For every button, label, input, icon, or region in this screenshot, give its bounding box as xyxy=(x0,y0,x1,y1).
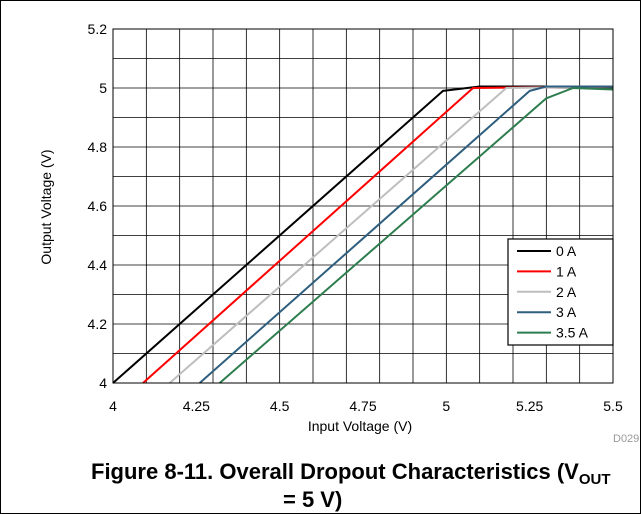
legend-label: 0 A xyxy=(556,243,577,259)
y-tick-label: 5.2 xyxy=(88,21,108,37)
x-tick-label: 5.5 xyxy=(603,398,623,414)
x-tick-label: 4.5 xyxy=(270,398,290,414)
legend-label: 3 A xyxy=(556,304,577,320)
x-tick-label: 5.25 xyxy=(516,398,543,414)
legend-label: 2 A xyxy=(556,284,577,300)
series-lines xyxy=(112,85,614,384)
y-tick-label: 4.6 xyxy=(88,198,108,214)
figure-caption-line2: = 5 V) xyxy=(283,487,343,512)
caption-subscript: OUT xyxy=(578,471,611,488)
x-tick-label: 4 xyxy=(109,398,117,414)
y-tick-label: 4.2 xyxy=(88,316,108,332)
plot-border xyxy=(112,28,614,384)
y-tick-label: 4.4 xyxy=(88,257,108,273)
y-tick-labels: 4 4.2 4.4 4.6 4.8 5 5.2 xyxy=(88,21,108,391)
x-tick-label: 5 xyxy=(442,398,450,414)
figure-id-annotation: D029 xyxy=(613,433,639,445)
legend-label: 3.5 A xyxy=(556,325,589,341)
series-line-3-5-aa xyxy=(219,87,614,384)
dropout-chart: 4 4.25 4.5 4.75 5 5.25 5.5 4 4.2 4.4 4.6 4.8 5 5.2 I… xyxy=(38,21,639,445)
y-axis-label: Output Voltage (V) xyxy=(38,149,54,264)
series-line-3-aa xyxy=(199,85,613,384)
y-tick-label: 4 xyxy=(99,375,107,391)
caption-text: Figure 8-11. Overall Dropout Characteris… xyxy=(91,459,579,484)
x-tick-labels: 4 4.25 4.5 4.75 5 5.25 5.5 xyxy=(109,398,623,414)
y-tick-label: 4.8 xyxy=(88,139,108,155)
figure-caption: Figure 8-11. Overall Dropout Characteris… xyxy=(91,457,640,495)
y-tick-label: 5 xyxy=(99,80,107,96)
x-tick-label: 4.75 xyxy=(349,398,376,414)
x-tick-label: 4.25 xyxy=(183,398,210,414)
legend: 0 A 1 A 2 A 3 A 3.5 A xyxy=(507,238,614,346)
legend-label: 1 A xyxy=(556,263,577,279)
x-axis-label: Input Voltage (V) xyxy=(308,418,412,434)
